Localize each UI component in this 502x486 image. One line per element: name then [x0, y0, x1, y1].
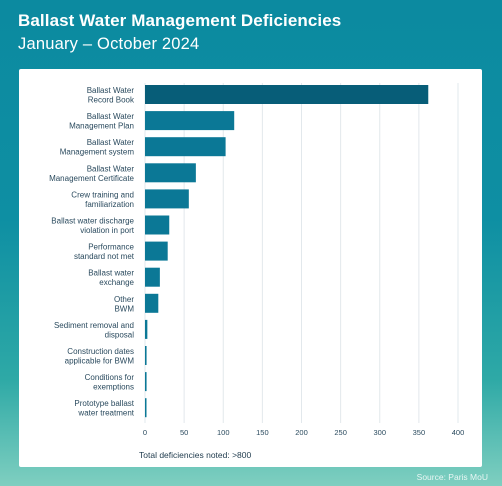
x-tick-label: 350	[413, 428, 426, 437]
x-tick-label: 50	[180, 428, 188, 437]
category-label: exchange	[99, 278, 134, 287]
chart-subtitle: January – October 2024	[18, 35, 200, 53]
bar	[145, 267, 160, 287]
bar	[145, 319, 148, 339]
category-label: Other	[114, 295, 134, 304]
category-label: BWM	[114, 304, 134, 313]
category-label: Sediment removal and	[54, 321, 134, 330]
category-label: Ballast water discharge	[51, 217, 134, 226]
category-label: Management Plan	[69, 122, 134, 131]
bar	[145, 398, 147, 418]
x-tick-label: 200	[295, 428, 308, 437]
source-note: Source: Paris MoU	[416, 472, 488, 482]
category-label: Record Book	[88, 96, 135, 105]
bar	[145, 137, 226, 157]
x-tick-label: 100	[217, 428, 230, 437]
bar	[145, 215, 170, 235]
bar	[145, 293, 159, 313]
chart-card: 0 50 100 150 200 250 300 350 400 Ballast Water Rec…	[19, 69, 482, 467]
category-label: Ballast water	[88, 269, 134, 278]
category-label: Management system	[60, 148, 135, 157]
x-tick-label: 150	[256, 428, 269, 437]
x-tick-label: 400	[452, 428, 465, 437]
category-label: disposal	[105, 330, 135, 339]
x-tick-label: 250	[334, 428, 347, 437]
category-label: water treatment	[77, 409, 134, 418]
category-label: Management Certificate	[49, 174, 134, 183]
x-tick-label: 300	[373, 428, 386, 437]
category-label: Ballast Water	[87, 138, 135, 147]
bar	[145, 241, 168, 261]
category-label: Performance	[88, 243, 134, 252]
category-label: Ballast Water	[87, 164, 135, 173]
category-label: Ballast Water	[87, 86, 135, 95]
bar	[145, 163, 196, 183]
bar	[145, 346, 147, 365]
bar	[145, 111, 235, 131]
category-label: violation in port	[80, 226, 135, 235]
total-note: Total deficiencies noted: >800	[139, 450, 252, 460]
category-label: Ballast Water	[87, 112, 135, 121]
category-label: Prototype ballast	[74, 399, 134, 408]
category-label: Construction dates	[67, 347, 134, 356]
category-label: exemptions	[93, 383, 134, 392]
category-label: applicable for BWM	[65, 357, 135, 366]
bar	[145, 372, 147, 392]
category-label: standard not met	[74, 252, 135, 261]
bar	[145, 189, 189, 209]
category-label: Conditions for	[85, 373, 135, 382]
bar	[145, 85, 429, 104]
chart-title: Ballast Water Management Deficiencies	[18, 11, 342, 30]
category-label: Crew training and	[71, 190, 134, 199]
x-tick-label: 0	[143, 428, 147, 437]
category-label: familiarization	[85, 200, 134, 209]
